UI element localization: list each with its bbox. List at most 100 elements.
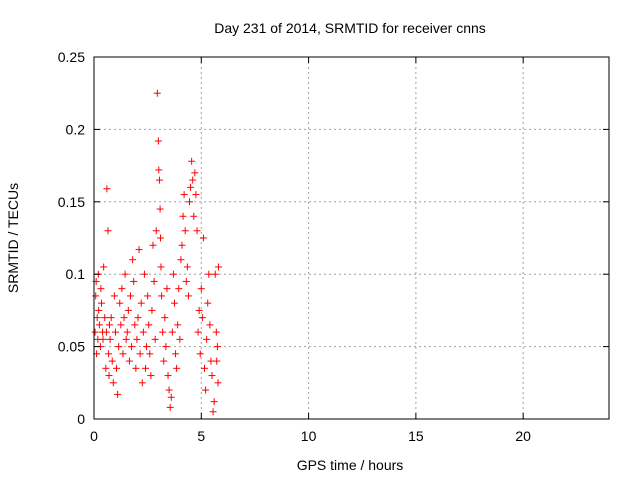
- data-point: [204, 299, 212, 307]
- data-point: [167, 393, 175, 401]
- data-point: [129, 256, 137, 264]
- data-point: [214, 263, 222, 271]
- data-point: [126, 292, 134, 300]
- data-point: [152, 227, 160, 235]
- data-point: [106, 335, 114, 343]
- data-point: [95, 321, 103, 329]
- data-point: [95, 306, 103, 314]
- data-point: [98, 299, 106, 307]
- data-point: [208, 372, 216, 380]
- data-point: [209, 408, 217, 416]
- data-point: [147, 372, 155, 380]
- data-point: [157, 263, 165, 271]
- data-point: [170, 299, 178, 307]
- data-point: [213, 357, 221, 365]
- data-point: [105, 372, 113, 380]
- data-point: [138, 379, 146, 387]
- data-point: [212, 328, 220, 336]
- data-point: [161, 314, 169, 322]
- data-point: [193, 227, 201, 235]
- data-point: [214, 379, 222, 387]
- grid-lines: [94, 57, 609, 419]
- data-point: [99, 335, 107, 343]
- data-point: [142, 364, 149, 372]
- y-axis-label: SRMTID / TECUs: [5, 183, 21, 293]
- data-point: [151, 335, 159, 343]
- data-point: [155, 166, 163, 174]
- data-point: [130, 277, 138, 285]
- data-point: [121, 270, 129, 278]
- data-point: [124, 306, 132, 314]
- data-point: [173, 364, 181, 372]
- data-point: [188, 157, 196, 165]
- data-point: [183, 263, 191, 271]
- data-point: [105, 321, 113, 329]
- data-point: [195, 306, 203, 314]
- data-point: [175, 285, 183, 293]
- data-point: [140, 270, 148, 278]
- data-point: [102, 328, 110, 336]
- data-point: [211, 270, 219, 278]
- data-point: [178, 241, 186, 249]
- data-point: [165, 386, 173, 394]
- y-tick-label: 0.1: [66, 266, 86, 282]
- data-point: [133, 335, 141, 343]
- data-point: [145, 321, 153, 329]
- data-point: [125, 357, 133, 365]
- data-point: [123, 328, 131, 336]
- data-point: [128, 343, 136, 351]
- data-point: [107, 314, 115, 322]
- data-point: [146, 350, 154, 358]
- data-point: [169, 270, 177, 278]
- y-tick-label: 0.05: [58, 339, 85, 355]
- data-point: [149, 241, 157, 249]
- data-point: [192, 191, 200, 199]
- data-point: [187, 183, 195, 191]
- data-point: [196, 350, 204, 358]
- data-point: [101, 314, 109, 322]
- data-point: [166, 403, 174, 411]
- data-point: [179, 212, 187, 220]
- data-point: [137, 299, 145, 307]
- data-point: [108, 357, 116, 365]
- data-point: [105, 350, 113, 358]
- data-point: [134, 314, 142, 322]
- data-point: [92, 292, 100, 300]
- data-point: [184, 292, 192, 300]
- data-point: [158, 292, 166, 300]
- data-point: [168, 328, 176, 336]
- data-point: [180, 191, 188, 199]
- data-point: [132, 364, 140, 372]
- data-point: [182, 277, 190, 285]
- data-point: [119, 350, 127, 358]
- data-point: [202, 386, 210, 394]
- data-point: [111, 328, 119, 336]
- x-tick-label: 10: [301, 428, 317, 444]
- data-point: [91, 328, 99, 336]
- data-point: [164, 372, 172, 380]
- data-point: [160, 357, 168, 365]
- data-point: [176, 335, 184, 343]
- data-point: [210, 398, 218, 406]
- data-point: [205, 270, 213, 278]
- data-point: [118, 285, 126, 293]
- y-tick-label: 0.15: [58, 194, 85, 210]
- x-tick-label: 5: [197, 428, 205, 444]
- data-point: [163, 285, 171, 293]
- data-point: [148, 306, 156, 314]
- x-tick-label: 15: [408, 428, 424, 444]
- data-point: [197, 285, 205, 293]
- data-point: [191, 169, 199, 177]
- data-point: [156, 205, 164, 213]
- chart-title: Day 231 of 2014, SRMTID for receiver cnn…: [214, 20, 486, 36]
- data-point: [109, 379, 117, 387]
- y-tick-label: 0.2: [66, 121, 86, 137]
- data-point: [104, 227, 112, 235]
- data-point: [189, 176, 197, 184]
- data-point: [194, 328, 202, 336]
- data-point: [213, 343, 221, 351]
- data-point: [100, 263, 108, 271]
- y-tick-label: 0: [77, 411, 85, 427]
- data-point: [206, 321, 214, 329]
